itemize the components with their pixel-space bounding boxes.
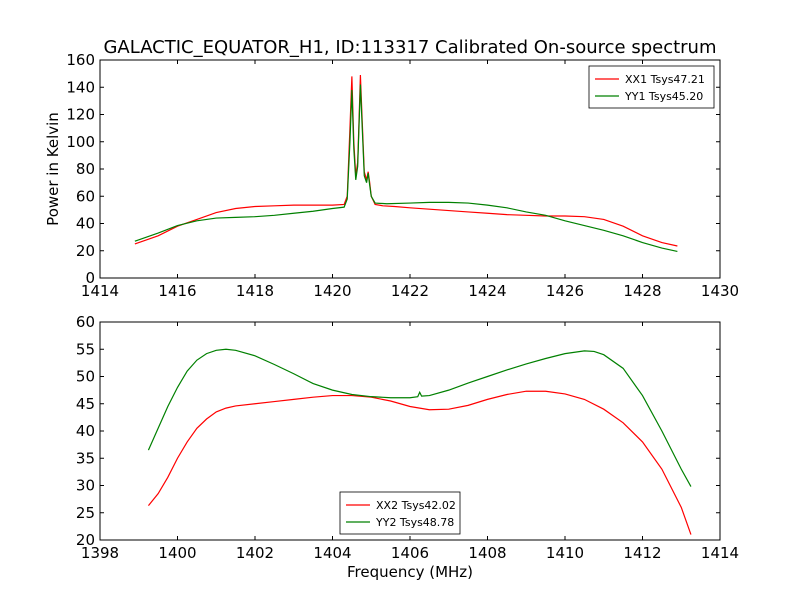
x-tick-label: 1408 bbox=[468, 544, 506, 562]
legend: XX1 Tsys47.21 YY1 Tsys45.20 bbox=[588, 65, 715, 109]
y-tick-label: 140 bbox=[66, 78, 95, 96]
legend-label: YY1 Tsys45.20 bbox=[624, 90, 703, 103]
y-tick-label: 35 bbox=[76, 449, 95, 467]
x-tick-label: 1422 bbox=[391, 282, 429, 300]
legend: XX2 Tsys42.02 YY2 Tsys48.78 bbox=[339, 491, 461, 535]
y-tick-label: 40 bbox=[76, 215, 95, 233]
y-tick-label: 40 bbox=[76, 422, 95, 440]
x-tick-label: 1402 bbox=[236, 544, 274, 562]
x-tick-label: 1424 bbox=[468, 282, 506, 300]
x-tick-label: 1416 bbox=[158, 282, 196, 300]
y-tick-label: 60 bbox=[76, 187, 95, 205]
y-tick-label: 100 bbox=[66, 133, 95, 151]
x-tick-label: 1418 bbox=[236, 282, 274, 300]
x-axis-label: Frequency (MHz) bbox=[347, 563, 473, 581]
y-tick-label: 45 bbox=[76, 395, 95, 413]
series-line-yy2 bbox=[147, 348, 692, 487]
y-tick-label: 30 bbox=[76, 477, 95, 495]
y-tick-label: 80 bbox=[76, 160, 95, 178]
x-tick-label: 1406 bbox=[391, 544, 429, 562]
x-tick-label: 1414 bbox=[701, 544, 739, 562]
x-tick-label: 1414 bbox=[81, 282, 119, 300]
y-tick-label: 25 bbox=[76, 504, 95, 522]
x-tick-label: 1430 bbox=[701, 282, 739, 300]
x-tick-label: 1398 bbox=[81, 544, 119, 562]
y-tick-label: 55 bbox=[76, 340, 95, 358]
y-tick-label: 120 bbox=[66, 106, 95, 124]
chart-title: GALACTIC_EQUATOR_H1, ID:113317 Calibrate… bbox=[103, 37, 716, 58]
series-line-xx1 bbox=[134, 74, 678, 247]
x-tick-label: 1428 bbox=[623, 282, 661, 300]
y-tick-label: 20 bbox=[76, 531, 95, 549]
top-panel: 1414 1416 1418 1420 1422 1424 1426 1428 1430 0 20 4… bbox=[44, 51, 739, 300]
y-tick-label: 0 bbox=[85, 269, 95, 287]
legend-box bbox=[588, 65, 715, 109]
y-tick-label: 20 bbox=[76, 242, 95, 260]
y-tick-label: 60 bbox=[76, 313, 95, 331]
legend-label: XX1 Tsys47.21 bbox=[625, 73, 705, 86]
legend-label: YY2 Tsys48.78 bbox=[375, 516, 454, 529]
x-tick-label: 1400 bbox=[158, 544, 196, 562]
y-tick-label: 50 bbox=[76, 368, 95, 386]
legend-label: XX2 Tsys42.02 bbox=[376, 499, 456, 512]
series-line-yy1 bbox=[134, 84, 678, 253]
legend-box bbox=[339, 491, 461, 535]
x-tick-label: 1410 bbox=[546, 544, 584, 562]
y-axis-label: Power in Kelvin bbox=[44, 112, 62, 226]
series-line-xx2 bbox=[147, 390, 692, 535]
y-tick-label: 160 bbox=[66, 51, 95, 69]
x-tick-label: 1412 bbox=[623, 544, 661, 562]
bottom-panel: 1398 1400 1402 1404 1406 1408 1410 1412 1414 20 25… bbox=[76, 313, 739, 581]
x-tick-label: 1420 bbox=[313, 282, 351, 300]
x-tick-label: 1404 bbox=[313, 544, 351, 562]
x-tick-label: 1426 bbox=[546, 282, 584, 300]
